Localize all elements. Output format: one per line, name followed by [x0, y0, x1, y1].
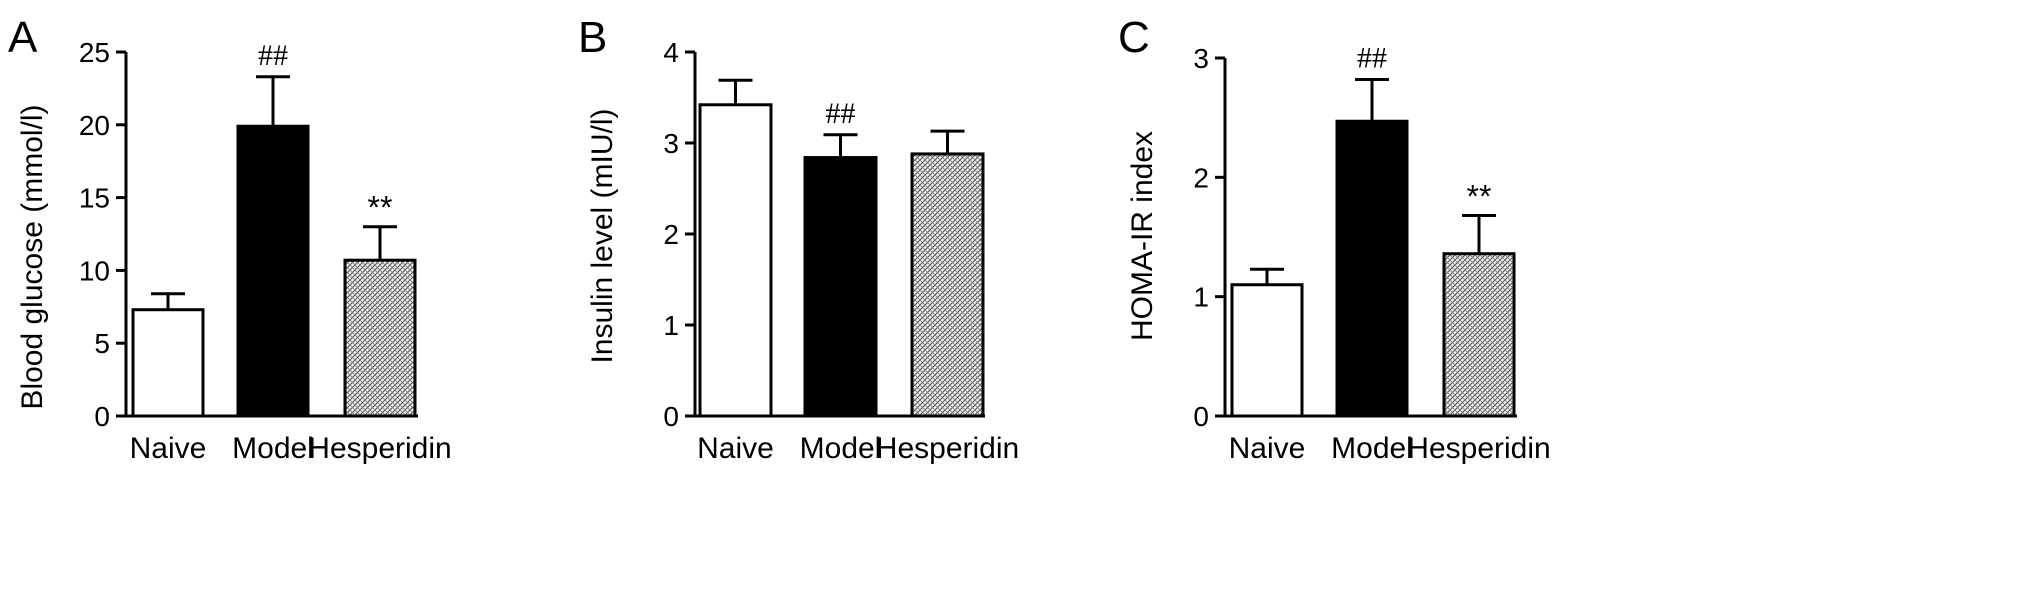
significance-label-c-model: ## [1357, 41, 1387, 74]
y-tick-label-a-1: 5 [94, 328, 110, 359]
significance-label-a-model: ## [258, 39, 288, 72]
bar-c-naive [1230, 283, 1304, 418]
significance-label-c-hesperidin: ** [1467, 179, 1492, 215]
y-tick-label-b-4: 4 [663, 37, 679, 68]
y-tick-label-a-3: 15 [79, 183, 110, 214]
chart-area-a: 0 5 10 15 20 25 Naive ## Model ** Hesperidin [79, 37, 452, 465]
y-tick-label-b-3: 3 [663, 128, 679, 159]
y-tick-label-b-1: 1 [663, 310, 679, 341]
panel-letter-b: B [578, 13, 607, 62]
y-tick-label-c-1: 1 [1193, 282, 1209, 313]
bar-b-model [803, 156, 878, 418]
category-label-c-naive: Naive [1229, 432, 1306, 465]
category-label-a-model: Model [232, 432, 314, 465]
panel-letter-a: A [8, 13, 38, 62]
bar-c-hesperidin [1442, 252, 1516, 418]
panel-letter-c: C [1118, 13, 1150, 62]
category-label-a-naive: Naive [130, 432, 207, 465]
y-axis-title-a: Blood glucose (mmol/l) [16, 104, 49, 409]
y-tick-label-c-0: 0 [1193, 401, 1209, 432]
bar-b-hesperidin [910, 152, 985, 418]
y-axis-title-c: HOMA-IR index [1126, 131, 1159, 341]
panel-a: A Blood glucose (mmol/l) 0 5 10 15 20 25 Naive… [8, 13, 452, 465]
y-tick-label-a-0: 0 [94, 401, 110, 432]
bar-a-hesperidin [343, 258, 417, 418]
bar-a-model [236, 124, 310, 418]
bar-b-naive [698, 103, 773, 418]
category-label-b-naive: Naive [697, 432, 774, 465]
panel-c: C HOMA-IR index 0 1 2 3 Naive ## Model ** Hesper… [1118, 13, 1551, 465]
significance-label-b-model: ## [826, 97, 856, 130]
y-tick-label-c-2: 2 [1193, 162, 1209, 193]
y-tick-label-c-3: 3 [1193, 43, 1209, 74]
chart-area-c: 0 1 2 3 Naive ## Model ** Hesperidin [1193, 41, 1550, 465]
y-tick-label-b-2: 2 [663, 219, 679, 250]
category-label-a-hesperidin: Hesperidin [308, 432, 451, 465]
category-label-b-hesperidin: Hesperidin [876, 432, 1019, 465]
category-label-b-model: Model [800, 432, 882, 465]
category-label-c-model: Model [1331, 432, 1413, 465]
significance-label-a-hesperidin: ** [368, 190, 393, 226]
panel-b: B Insulin level (mIU/l) 0 1 2 3 4 Naive ## Mode… [578, 13, 1019, 465]
y-tick-label-a-4: 20 [79, 110, 110, 141]
y-tick-label-b-0: 0 [663, 401, 679, 432]
y-tick-label-a-5: 25 [79, 37, 110, 68]
category-label-c-hesperidin: Hesperidin [1407, 432, 1550, 465]
bar-a-naive [131, 308, 205, 418]
bar-c-model [1335, 119, 1409, 418]
y-tick-label-a-2: 10 [79, 255, 110, 286]
y-axis-title-b: Insulin level (mIU/l) [586, 108, 619, 363]
